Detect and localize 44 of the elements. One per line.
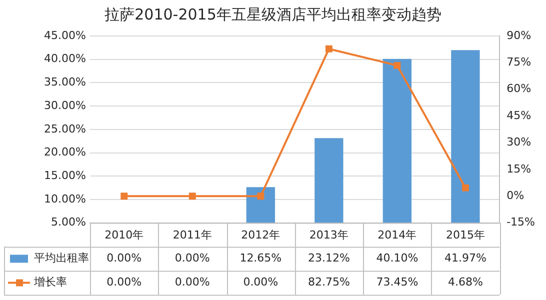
x-tick-label: 2011年	[172, 228, 212, 242]
x-tick-label: 2014年	[378, 228, 417, 242]
legend-label: 平均出租率	[34, 252, 89, 265]
x-tick-label: 2012年	[241, 228, 280, 242]
y-tick-label: 10.00%	[44, 192, 86, 206]
point	[325, 45, 332, 52]
data-label: 0.00%	[106, 276, 142, 289]
data-label: 12.65%	[240, 252, 282, 265]
data-label: 4.68%	[448, 276, 483, 289]
x-tick-label: 2010年	[104, 228, 144, 242]
y-tick-label: 40.00%	[44, 52, 86, 66]
data-label: 40.10%	[376, 252, 418, 265]
data-label: 41.97%	[444, 252, 486, 265]
data-label: 82.75%	[308, 276, 350, 289]
x-tick-label: 2013年	[309, 228, 348, 242]
point	[462, 184, 469, 192]
y2-tick-label: 30%	[506, 136, 532, 149]
y-tick-label: 30.00%	[44, 98, 86, 112]
y2-tick-label: 90%	[506, 28, 532, 42]
point	[394, 62, 401, 69]
y-tick-label: 25.00%	[44, 122, 86, 136]
y2-tick-label: -15%	[506, 216, 536, 229]
data-label: 0.00%	[174, 276, 210, 289]
data-label: 0.00%	[243, 276, 278, 289]
y-tick-label: 45.00%	[44, 28, 86, 42]
data-label: 23.12%	[308, 252, 350, 265]
x-tick-label: 2015年	[446, 228, 485, 242]
text: 0.00%	[106, 252, 142, 265]
point	[257, 192, 264, 200]
data-label: 73.45%	[376, 276, 418, 289]
y2-tick-label: 75%	[506, 56, 532, 69]
y-tick-label: 35.00%	[44, 76, 86, 89]
y-tick-label: 15.00%	[44, 168, 86, 182]
y-tick-label: 5.00%	[51, 216, 86, 229]
chart-title: 拉萨2010-2015年五星级酒店平均出租率变动趋势	[104, 5, 442, 24]
y2-tick-label: 0%	[506, 188, 524, 202]
point	[120, 192, 128, 200]
legend-label: 增长率	[33, 276, 67, 289]
y-tick-label: 20.00%	[44, 146, 86, 159]
text: 0.00%	[174, 252, 210, 265]
y2-tick-label: 60%	[506, 82, 532, 96]
y2-tick-label: 45%	[506, 108, 532, 122]
y2-tick-label: 15%	[506, 162, 532, 176]
point	[188, 192, 196, 200]
